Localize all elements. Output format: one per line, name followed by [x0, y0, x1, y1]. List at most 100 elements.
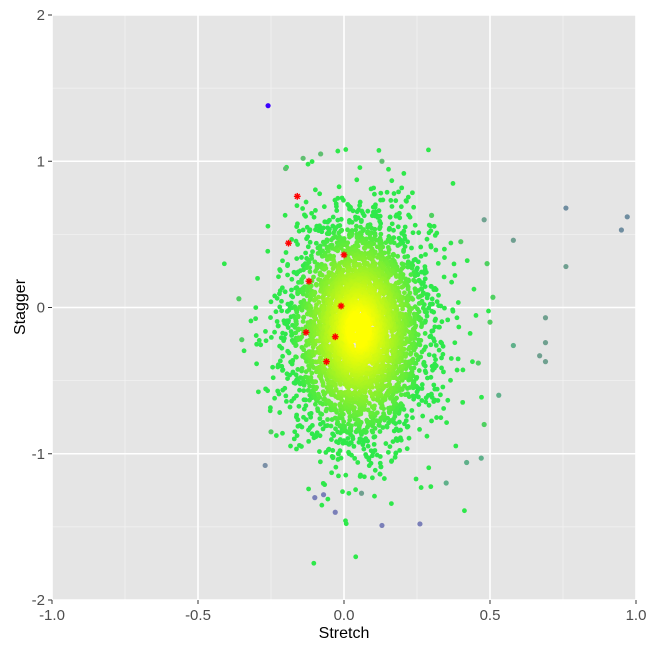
- scatter-point: [542, 359, 549, 365]
- density-point: [418, 253, 424, 259]
- density-point: [455, 356, 461, 362]
- density-point: [364, 417, 370, 423]
- density-point: [282, 385, 288, 391]
- density-point: [280, 258, 285, 264]
- density-point: [432, 318, 438, 323]
- density-point: [434, 415, 439, 420]
- density-point: [424, 295, 430, 301]
- density-point: [340, 489, 345, 495]
- scatter-point: [379, 158, 385, 164]
- density-point: [428, 283, 434, 289]
- scatter-point: [563, 205, 569, 211]
- density-point: [305, 244, 311, 250]
- density-point: [348, 440, 353, 446]
- density-point: [422, 267, 428, 272]
- density-point: [352, 389, 358, 395]
- density-point: [307, 239, 313, 245]
- density-point: [388, 198, 394, 203]
- density-point: [221, 261, 227, 267]
- density-point: [293, 342, 299, 348]
- density-point: [294, 321, 299, 327]
- density-point: [288, 300, 294, 306]
- density-point: [391, 227, 396, 233]
- asterisk-point: [340, 251, 348, 259]
- density-point: [429, 363, 435, 369]
- density-point: [309, 423, 315, 428]
- density-point: [336, 230, 342, 236]
- density-point: [368, 460, 374, 466]
- density-point: [363, 452, 369, 457]
- density-point: [421, 361, 427, 367]
- density-point: [428, 342, 434, 348]
- density-point: [416, 301, 422, 306]
- scatter-point: [542, 340, 549, 346]
- density-point: [372, 467, 378, 473]
- x-tick-label: 0.5: [480, 607, 501, 624]
- density-point: [325, 496, 331, 502]
- density-point: [376, 147, 382, 153]
- density-point: [426, 352, 432, 358]
- density-point: [387, 444, 393, 450]
- scatter-point: [458, 239, 464, 245]
- density-point: [343, 472, 349, 478]
- density-point: [397, 215, 403, 221]
- density-point: [280, 367, 286, 373]
- density-point: [424, 236, 430, 242]
- density-point: [448, 356, 454, 361]
- density-point: [299, 424, 305, 430]
- scatter-point: [618, 227, 625, 233]
- scatter-point: [236, 296, 242, 302]
- density-point: [258, 342, 264, 348]
- density-point: [336, 473, 341, 479]
- scatter-point: [490, 294, 496, 300]
- density-point: [282, 289, 288, 295]
- density-point: [324, 406, 330, 412]
- density-point: [378, 257, 384, 263]
- density-point: [404, 336, 410, 342]
- density-point: [404, 198, 409, 204]
- density-point: [325, 417, 330, 422]
- density-point: [284, 398, 289, 404]
- density-point: [313, 208, 318, 213]
- density-point: [286, 318, 291, 324]
- density-point: [330, 454, 336, 460]
- density-point: [265, 388, 271, 394]
- density-point: [329, 470, 335, 476]
- density-point: [293, 354, 299, 360]
- density-point: [309, 256, 315, 261]
- density-point: [353, 217, 359, 222]
- density-point: [416, 230, 422, 236]
- density-point: [392, 414, 398, 420]
- scatter-point: [283, 165, 289, 172]
- density-point: [325, 219, 330, 225]
- density-point: [268, 334, 274, 340]
- density-point: [292, 429, 298, 435]
- density-point: [410, 230, 416, 236]
- density-point: [442, 255, 447, 260]
- density-point: [423, 399, 429, 405]
- density-point: [277, 304, 283, 310]
- density-point: [423, 395, 429, 401]
- density-point: [386, 388, 391, 394]
- density-point: [305, 161, 311, 167]
- density-point: [428, 244, 434, 250]
- scatter-point: [358, 490, 365, 496]
- density-point: [401, 171, 407, 176]
- density-point: [303, 199, 309, 205]
- density-point: [464, 258, 470, 264]
- density-point: [361, 213, 367, 219]
- density-point: [334, 439, 339, 445]
- density-point: [412, 222, 418, 228]
- density-point: [323, 367, 328, 373]
- asterisk-point: [285, 239, 292, 247]
- density-point: [445, 397, 451, 403]
- scatter-point: [478, 455, 484, 461]
- scatter-point: [484, 261, 490, 267]
- density-point: [427, 334, 433, 340]
- density-point: [395, 253, 401, 259]
- density-point: [328, 400, 334, 406]
- density-point: [357, 203, 363, 208]
- density-point: [353, 227, 359, 233]
- scatter-point: [262, 462, 268, 469]
- density-point: [313, 268, 318, 274]
